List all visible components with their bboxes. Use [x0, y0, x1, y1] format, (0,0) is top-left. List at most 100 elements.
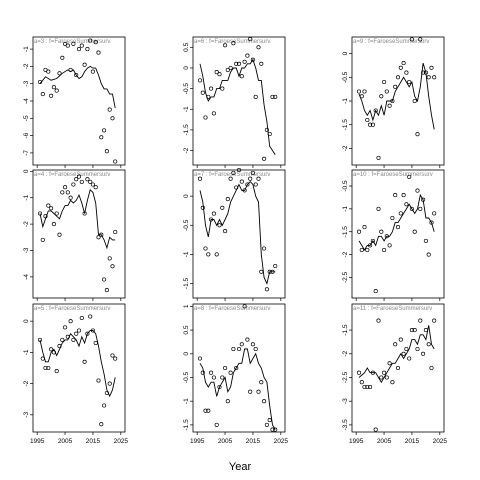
data-point: [384, 234, 389, 239]
y-tick-label: 0: [183, 66, 190, 70]
data-point: [248, 176, 253, 181]
data-point: [362, 384, 367, 390]
panel-label: a=7 : f=FaroeseSummersurv: [194, 172, 270, 178]
data-point: [49, 347, 54, 352]
data-point: [71, 337, 76, 342]
data-point: [426, 342, 431, 347]
data-point: [384, 89, 389, 94]
data-point: [200, 205, 205, 210]
data-point: [203, 246, 208, 251]
x-tick-label: 2025: [274, 438, 289, 445]
data-point: [373, 427, 378, 432]
x-axis-title: Year: [229, 461, 252, 473]
data-point: [370, 122, 375, 127]
data-point: [82, 359, 87, 364]
data-point: [365, 247, 370, 253]
data-point: [90, 182, 95, 187]
data-point: [236, 167, 242, 173]
data-point: [88, 38, 93, 43]
panel-frame: [192, 169, 286, 299]
data-point: [51, 222, 56, 227]
data-point: [93, 340, 98, 346]
data-point: [356, 89, 362, 94]
data-point: [76, 174, 82, 179]
data-point: [60, 55, 65, 60]
data-point: [409, 206, 414, 211]
data-point: [49, 93, 54, 98]
data-point: [409, 37, 414, 42]
data-point: [250, 57, 255, 62]
data-point: [209, 370, 214, 375]
data-point: [197, 356, 203, 361]
data-point: [373, 289, 378, 294]
data-point: [404, 346, 409, 352]
y-tick-label: -3: [23, 412, 30, 418]
data-point: [407, 79, 412, 85]
data-point: [223, 365, 228, 371]
data-point: [248, 389, 253, 394]
data-point: [242, 304, 247, 309]
fit-line: [199, 180, 276, 285]
data-point: [273, 263, 278, 269]
data-point: [426, 75, 431, 80]
data-point: [356, 370, 362, 375]
data-point: [107, 381, 112, 386]
data-point: [359, 380, 364, 385]
y-tick-label: 0: [183, 194, 190, 198]
data-point: [113, 356, 118, 361]
panel-frame: [351, 303, 445, 433]
y-tick-label: -1: [183, 398, 190, 404]
panel-frame: [192, 303, 286, 433]
panel-label: a=10 : f=FaroeseSummersurv: [353, 172, 433, 178]
data-point: [217, 72, 222, 77]
data-point: [231, 170, 236, 175]
data-point: [398, 65, 403, 70]
data-point: [362, 225, 367, 230]
data-point: [415, 132, 420, 137]
data-point: [418, 206, 423, 211]
data-point: [245, 337, 250, 342]
panel-frame: [32, 36, 126, 166]
data-point: [79, 315, 84, 321]
data-point: [256, 389, 261, 394]
data-point: [217, 384, 222, 390]
data-point: [412, 328, 417, 333]
data-point: [370, 238, 375, 243]
y-tick-label: -2: [23, 380, 30, 386]
data-point: [110, 353, 115, 358]
data-point: [398, 211, 403, 216]
y-tick-label: 1: [183, 304, 190, 308]
y-tick-label: -4: [23, 98, 30, 104]
data-point: [46, 69, 51, 74]
data-point: [76, 47, 82, 52]
data-point: [362, 89, 367, 94]
panel-frame: [32, 303, 126, 433]
data-point: [407, 174, 412, 179]
fit-line: [39, 330, 116, 398]
y-tick-label: -0.5: [342, 180, 349, 192]
data-point: [220, 375, 225, 380]
y-tick-label: -2: [342, 251, 349, 257]
data-point: [88, 179, 93, 184]
data-point: [99, 232, 104, 237]
panel-frame: [192, 36, 286, 166]
data-point: [99, 135, 104, 140]
data-point: [259, 61, 264, 66]
panel-6: a=10 : f=FaroeseSummersurv -0.5 -1 -1.5 -2 -2…: [342, 169, 445, 301]
data-point: [225, 67, 230, 73]
data-point: [228, 176, 233, 181]
y-tick-label: -1.5: [342, 324, 349, 336]
data-point: [401, 193, 406, 198]
data-point: [231, 346, 236, 352]
y-tick-label: 0.5: [183, 42, 190, 51]
data-point: [113, 159, 118, 164]
data-point: [368, 122, 373, 127]
data-point: [248, 37, 253, 42]
data-point: [206, 252, 211, 257]
panel-label: a=5 : f=FaroeseSummersurv: [34, 306, 110, 312]
data-point: [382, 370, 387, 375]
panel-label: a=9 : f=FaroeseSummersurv: [353, 39, 429, 45]
data-point: [239, 179, 244, 184]
data-point: [63, 185, 68, 190]
